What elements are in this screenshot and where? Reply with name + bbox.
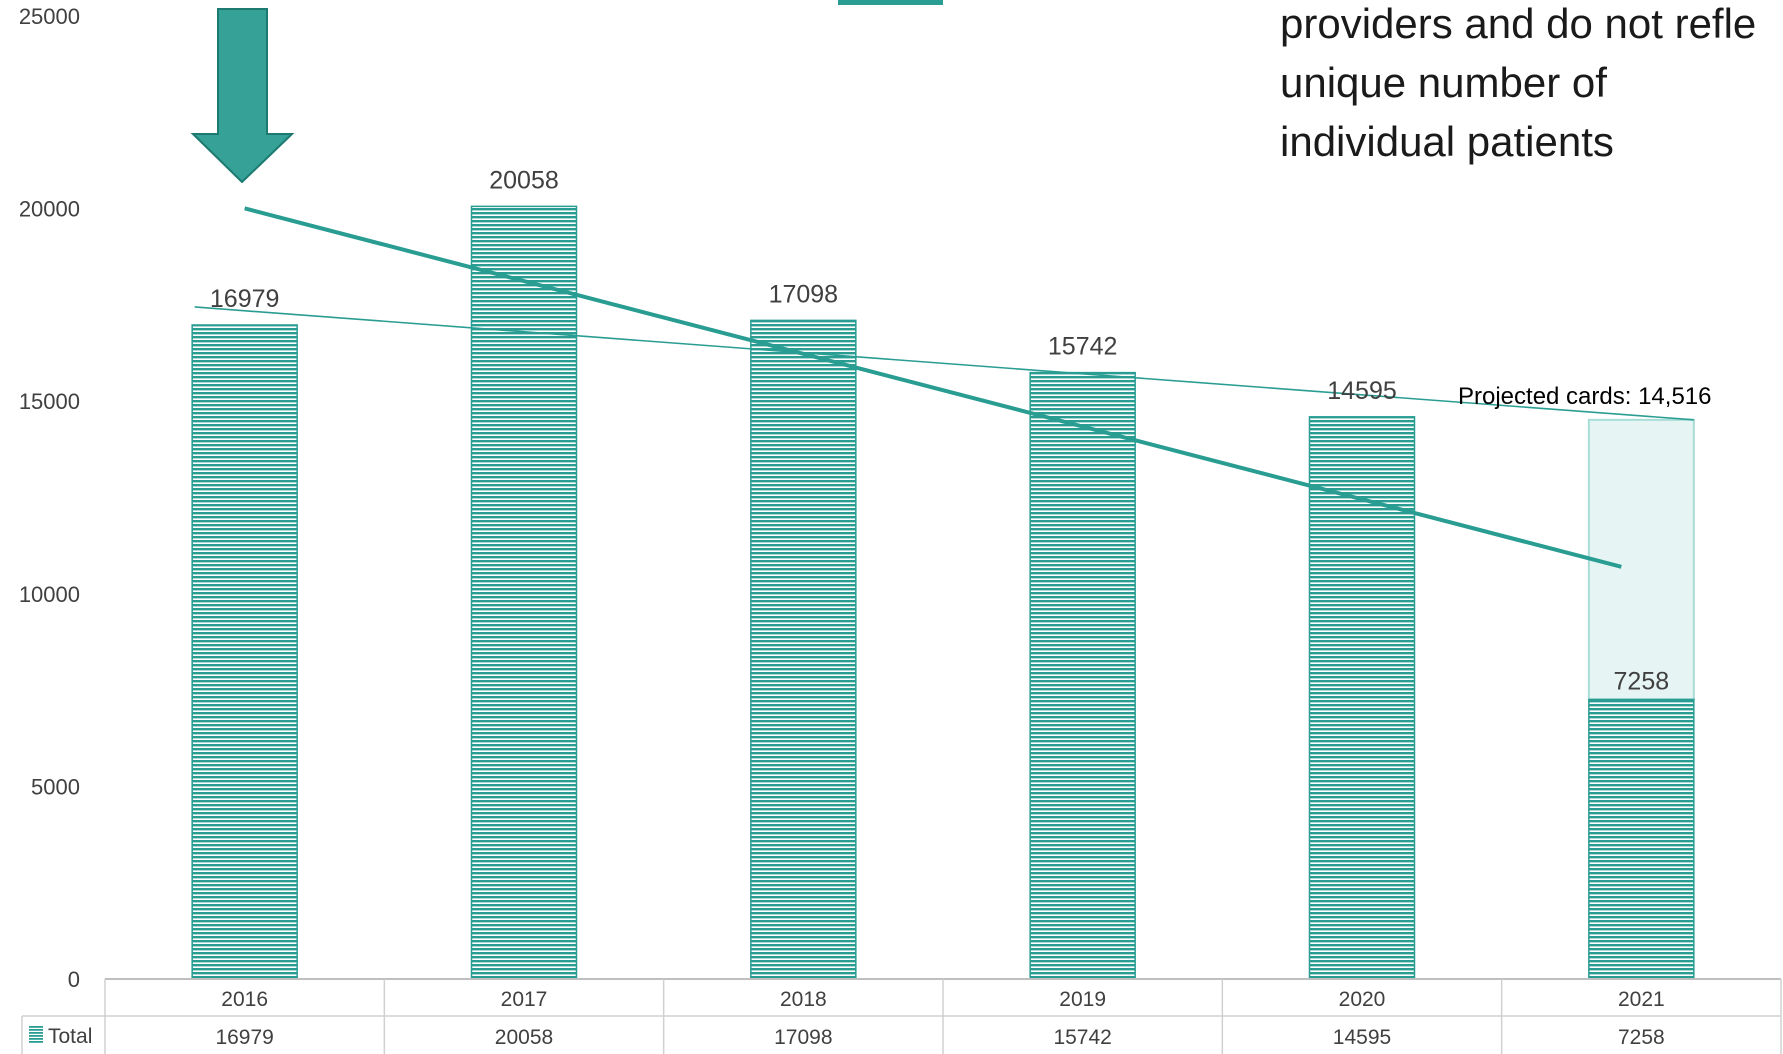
data-label: 20058 [489,166,559,194]
x-tick-label: 2018 [780,988,827,1011]
data-table: 2016 2017 2018 2019 2020 2021 Total 16979 20058 1… [21,978,1782,1054]
legend-swatch [29,1026,43,1028]
data-label: 17098 [769,280,839,308]
legend-swatch-icon [838,0,943,5]
table-cell: 16979 [215,1026,273,1049]
data-label: 15742 [1048,333,1118,361]
legend-swatch [29,1032,43,1034]
x-tick-label: 2017 [501,988,548,1011]
legend-swatch [29,1029,43,1031]
bar [470,205,578,980]
y-tick-label: 0 [68,967,80,992]
x-tick-label: 2020 [1339,988,1386,1011]
legend-swatch [29,1035,43,1037]
projection-box [1587,418,1695,701]
bars [191,205,1695,980]
data-label: 16979 [210,285,280,313]
data-label: 7258 [1614,667,1670,695]
y-tick-label: 15000 [19,389,80,414]
projection-layer [1587,418,1695,701]
bar [750,319,857,980]
table-cell: 7258 [1618,1026,1665,1049]
x-tick-label: 2016 [221,988,268,1011]
projection-trend-line [194,306,1694,421]
annotation-line: individual patients [1280,118,1614,165]
trend-layer [194,206,1694,569]
y-tick-label: 5000 [31,774,80,799]
table-cell: 15742 [1053,1026,1111,1049]
bar [1588,698,1695,980]
y-tick-label: 10000 [19,582,80,607]
x-tick-label: 2021 [1618,988,1665,1011]
y-tick-label: 25000 [19,4,80,29]
annotation-note: providers and do not refle unique number… [1280,0,1756,165]
y-axis: 0 5000 10000 15000 20000 25000 [19,4,80,992]
x-tick-label: 2019 [1059,988,1106,1011]
trend-line [244,206,1622,569]
table-cell: 14595 [1333,1026,1391,1049]
data-label: 14595 [1327,377,1397,405]
table-row-label: Total [48,1025,92,1048]
annotation-line: providers and do not refle [1280,0,1756,47]
bar [191,324,298,980]
annotation-line: unique number of [1280,59,1607,106]
bar [1308,416,1416,980]
y-tick-label: 20000 [19,197,80,222]
data-labels: 16979 20058 17098 15742 14595 7258 [210,166,1669,695]
table-cell: 17098 [774,1026,832,1049]
table-cell: 20058 [495,1026,553,1049]
legend-swatch [29,1041,43,1043]
projected-label: Projected cards: 14,516 [1458,383,1712,410]
legend-swatch [29,1038,43,1040]
bar [1029,371,1136,980]
down-arrow-icon [190,8,295,184]
